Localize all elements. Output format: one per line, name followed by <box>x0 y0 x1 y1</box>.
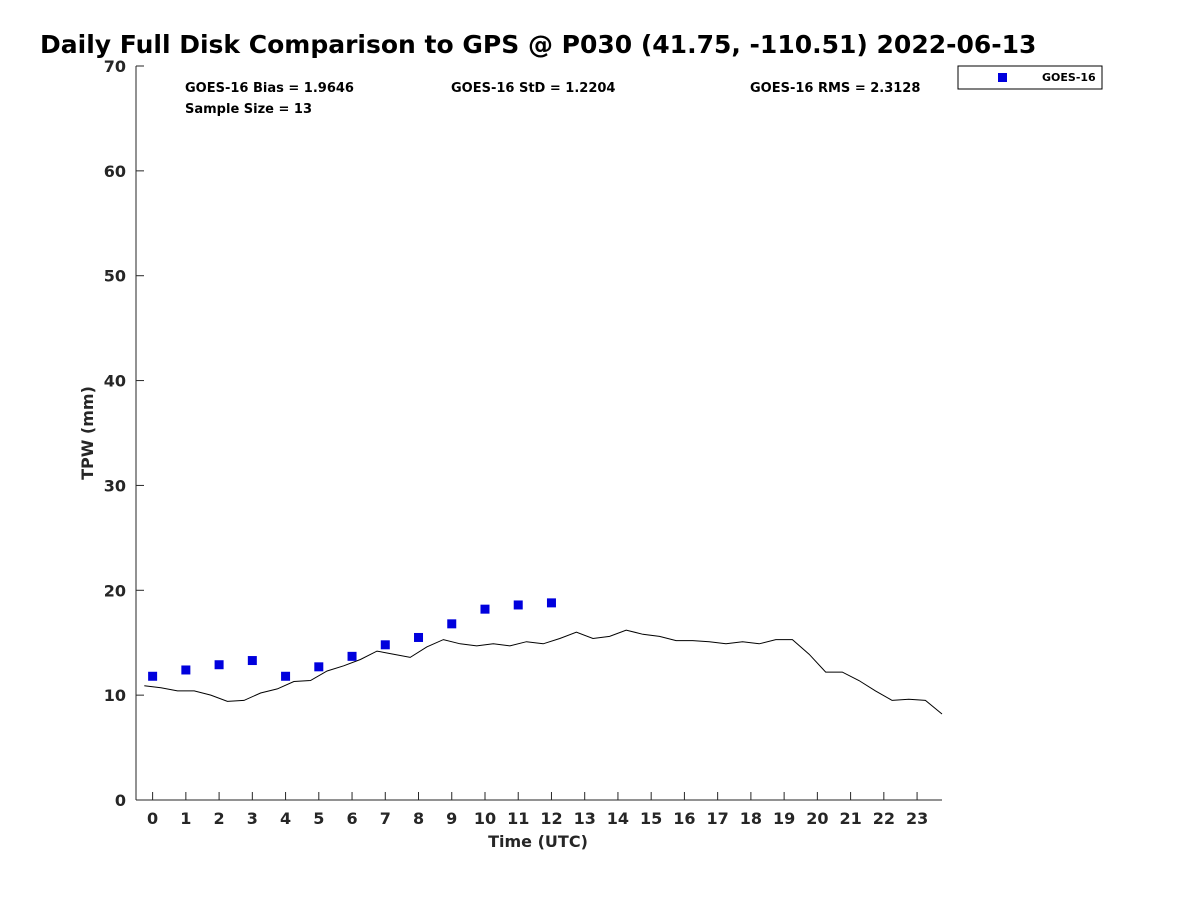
x-tick-label: 23 <box>906 809 928 828</box>
y-tick-label: 20 <box>104 581 126 600</box>
std-annotation: GOES-16 StD = 1.2204 <box>451 81 615 96</box>
y-tick-label: 70 <box>104 57 126 76</box>
y-tick-label: 60 <box>104 162 126 181</box>
x-tick-label: 18 <box>740 809 762 828</box>
goes-16-point <box>214 660 224 670</box>
goes-16-point <box>148 671 158 681</box>
y-tick-label: 30 <box>104 476 126 495</box>
goes-16-point <box>380 640 390 650</box>
goes-marker-layer <box>148 598 556 681</box>
x-tick-label: 15 <box>640 809 662 828</box>
chart-title: Daily Full Disk Comparison to GPS @ P030… <box>40 30 1037 59</box>
gps-tpw-line <box>144 629 943 715</box>
x-tick-label: 22 <box>873 809 895 828</box>
x-tick-label: 20 <box>806 809 828 828</box>
goes-16-point <box>314 662 324 672</box>
gps-line-layer <box>144 629 943 715</box>
x-tick-label: 0 <box>147 809 158 828</box>
goes-16-point <box>414 632 424 642</box>
x-tick-label: 4 <box>280 809 291 828</box>
x-tick-label: 7 <box>380 809 391 828</box>
x-tick-label: 8 <box>413 809 424 828</box>
x-tick-label: 1 <box>180 809 191 828</box>
y-tick-label: 0 <box>115 791 126 810</box>
goes-16-point <box>247 656 257 666</box>
goes-16-point <box>480 604 490 614</box>
x-tick-label: 3 <box>247 809 258 828</box>
x-tick-label: 13 <box>574 809 596 828</box>
x-tick-label: 2 <box>214 809 225 828</box>
goes-16-point <box>546 598 556 608</box>
legend-box <box>957 65 1103 90</box>
legend: GOES-16 <box>957 65 1103 90</box>
x-tick-label: 6 <box>346 809 357 828</box>
x-tick-label: 21 <box>839 809 861 828</box>
stats-annotations: GOES-16 Bias = 1.9646 GOES-16 StD = 1.22… <box>185 81 920 117</box>
x-tick-label: 12 <box>540 809 562 828</box>
y-axis-label: TPW (mm) <box>78 386 97 480</box>
rms-annotation: GOES-16 RMS = 2.3128 <box>750 81 920 96</box>
goes-16-point <box>347 651 357 661</box>
legend-marker-square <box>998 73 1007 82</box>
x-tick-label: 9 <box>446 809 457 828</box>
goes-16-point <box>513 600 523 610</box>
x-tick-label: 14 <box>607 809 629 828</box>
goes-16-point <box>447 619 457 629</box>
y-tick-label: 10 <box>104 686 126 705</box>
y-tick-label: 40 <box>104 372 126 391</box>
goes-16-point <box>281 671 291 681</box>
x-tick-label: 16 <box>673 809 695 828</box>
goes-16-point <box>181 665 191 675</box>
x-tick-label: 17 <box>707 809 729 828</box>
x-tick-label: 19 <box>773 809 795 828</box>
legend-label: GOES-16 <box>1042 71 1096 84</box>
bias-annotation: GOES-16 Bias = 1.9646 <box>185 81 354 96</box>
x-tick-label: 5 <box>313 809 324 828</box>
x-axis-label: Time (UTC) <box>488 832 588 851</box>
y-tick-label: 50 <box>104 267 126 286</box>
x-tick-label: 10 <box>474 809 496 828</box>
x-tick-label: 11 <box>507 809 529 828</box>
sample-size-annotation: Sample Size = 13 <box>185 102 312 117</box>
